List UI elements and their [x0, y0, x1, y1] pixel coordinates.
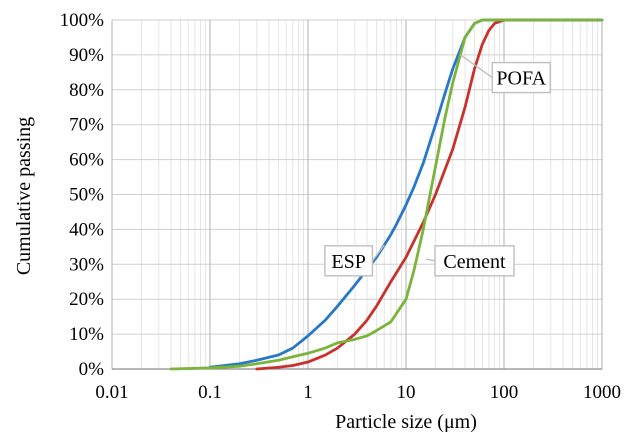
y-tick-label: 90% — [69, 45, 104, 66]
y-tick-label: 20% — [69, 289, 104, 310]
x-axis-title: Particle size (μm) — [335, 411, 477, 432]
y-tick-label: 100% — [60, 10, 105, 31]
callout-box-cement — [434, 245, 515, 277]
callout-leader-pofa — [460, 54, 493, 79]
y-tick-label: 10% — [69, 324, 104, 345]
y-tick-label: 60% — [69, 150, 104, 171]
series-line-pofa — [169, 18, 604, 371]
annotations: ESP POFA Cement — [324, 54, 551, 277]
x-tick-label: 1000 — [583, 382, 621, 403]
x-tick-label: 1 — [303, 382, 313, 403]
y-tick-label: 50% — [69, 185, 104, 206]
callout-label-cement: Cement — [443, 251, 506, 273]
y-tick-label: 80% — [69, 80, 104, 101]
y-axis-title: Cumulative passing — [13, 117, 35, 275]
x-tick-label: 0.1 — [198, 382, 222, 403]
callout-box-esp — [324, 245, 374, 277]
callout-leader-esp — [371, 244, 385, 262]
series-line-cement — [255, 18, 604, 371]
x-tick-label: 10 — [397, 382, 416, 403]
major-gridlines — [111, 19, 603, 370]
x-tick-label: 100 — [490, 382, 519, 403]
y-tick-labels: 0% 10% 20% 30% 40% 50% 60% 70% 80% 90% 100% — [60, 10, 105, 380]
callout-box-pofa — [491, 61, 551, 94]
series-lines — [169, 18, 604, 371]
y-tick-label: 70% — [69, 115, 104, 136]
x-tick-label: 0.01 — [95, 382, 128, 403]
y-tick-label: 30% — [69, 254, 104, 275]
y-tick-label: 0% — [79, 359, 105, 380]
callout-label-pofa: POFA — [496, 68, 546, 90]
callout-leader-cement — [425, 258, 436, 262]
x-tick-labels: 0.01 0.1 1 10 100 1000 — [95, 382, 621, 403]
callout-label-esp: ESP — [331, 251, 365, 273]
y-tick-label: 40% — [69, 219, 104, 240]
